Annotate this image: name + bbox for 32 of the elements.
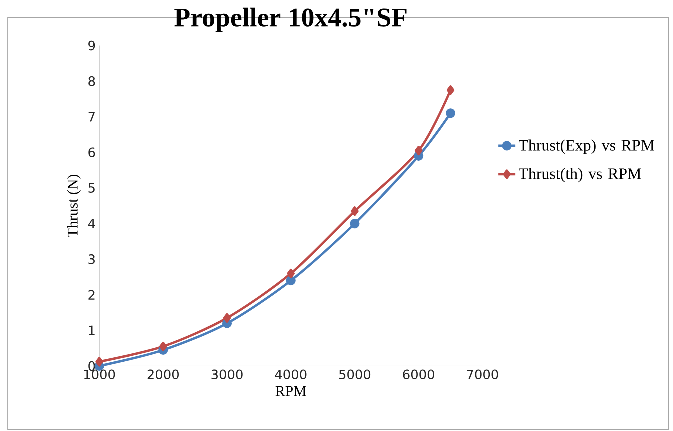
- y-tick-label: 7: [88, 112, 95, 122]
- legend-label: Thrust(th) vs RPM: [519, 168, 642, 183]
- x-tick-label: 4000: [275, 370, 307, 380]
- y-tick-label: 4: [88, 219, 96, 229]
- point: [414, 146, 423, 156]
- x-tick-label: 7000: [467, 370, 498, 380]
- x-tick-label: 2000: [148, 370, 179, 380]
- legend-label: Thrust(Exp) vs RPM: [519, 140, 655, 154]
- point: [351, 206, 359, 216]
- y-tick-label: 5: [88, 183, 95, 194]
- x-tick-label: 1000: [84, 370, 116, 380]
- point: [350, 219, 360, 229]
- y-tick-label: 2: [88, 290, 95, 300]
- y-tick-label: 0: [88, 361, 96, 372]
- point: [160, 342, 168, 352]
- y-tick-label: 8: [88, 76, 96, 86]
- x-tick-label: 5000: [340, 370, 371, 380]
- point: [446, 86, 455, 96]
- x-tick-label: 6000: [403, 370, 434, 380]
- y-tick-label: 9: [88, 40, 96, 51]
- x-axis-title: RPM: [276, 386, 306, 396]
- y-axis-title: Thrust (N): [67, 175, 81, 238]
- y-tick-label: 3: [88, 254, 95, 264]
- point: [223, 313, 232, 323]
- chart-title: Propeller 10x4.5"SF: [174, 8, 407, 32]
- x-tick-label: 3000: [212, 370, 243, 380]
- point: [446, 108, 456, 118]
- point: [286, 276, 296, 286]
- y-tick-label: 6: [88, 148, 96, 158]
- y-tick-label: 1: [89, 326, 95, 336]
- point: [287, 268, 295, 278]
- point: [96, 357, 104, 367]
